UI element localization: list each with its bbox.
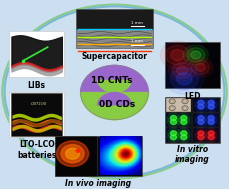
Text: 0D CDs: 0D CDs xyxy=(99,100,135,109)
Circle shape xyxy=(208,120,214,125)
Polygon shape xyxy=(81,65,148,93)
Circle shape xyxy=(208,131,214,136)
Circle shape xyxy=(195,63,205,71)
Circle shape xyxy=(195,128,207,138)
Bar xyxy=(55,136,97,176)
Bar xyxy=(166,113,191,127)
Text: In vivo imaging: In vivo imaging xyxy=(65,179,131,188)
Bar xyxy=(165,97,220,143)
Circle shape xyxy=(191,60,210,75)
Bar xyxy=(76,29,153,48)
Circle shape xyxy=(165,45,190,65)
Circle shape xyxy=(195,98,207,108)
Text: LTO-LCO
batteries: LTO-LCO batteries xyxy=(17,140,56,160)
Text: 1D CNTs: 1D CNTs xyxy=(91,76,133,85)
Circle shape xyxy=(177,66,188,75)
Text: In vitro
imaging: In vitro imaging xyxy=(175,145,210,164)
Circle shape xyxy=(165,63,204,94)
Circle shape xyxy=(177,117,190,127)
Circle shape xyxy=(172,63,192,78)
Circle shape xyxy=(171,50,184,60)
Circle shape xyxy=(167,117,180,127)
Circle shape xyxy=(170,100,174,103)
Circle shape xyxy=(187,48,205,62)
Text: 1 mm: 1 mm xyxy=(131,40,143,43)
Text: LED: LED xyxy=(184,92,201,101)
Circle shape xyxy=(170,120,177,125)
Circle shape xyxy=(177,73,192,85)
Circle shape xyxy=(167,132,180,142)
Bar xyxy=(55,136,142,176)
Circle shape xyxy=(205,113,218,123)
Circle shape xyxy=(205,128,218,138)
Circle shape xyxy=(188,57,213,77)
Circle shape xyxy=(208,100,214,105)
Circle shape xyxy=(66,148,79,159)
Circle shape xyxy=(191,51,201,59)
Circle shape xyxy=(183,100,187,103)
Bar xyxy=(166,128,191,142)
Circle shape xyxy=(170,135,177,140)
Polygon shape xyxy=(98,106,131,120)
Bar xyxy=(193,113,219,127)
Circle shape xyxy=(168,60,196,81)
Circle shape xyxy=(170,67,198,90)
Circle shape xyxy=(170,115,177,120)
Polygon shape xyxy=(98,65,131,79)
Circle shape xyxy=(205,132,218,142)
Circle shape xyxy=(177,113,190,123)
Circle shape xyxy=(57,141,89,167)
Circle shape xyxy=(195,102,207,112)
Circle shape xyxy=(170,107,174,110)
Circle shape xyxy=(181,131,187,136)
Circle shape xyxy=(160,41,195,69)
Bar xyxy=(9,92,64,137)
Circle shape xyxy=(208,135,214,140)
Text: LIBs: LIBs xyxy=(28,81,46,90)
Circle shape xyxy=(195,132,207,142)
Ellipse shape xyxy=(5,6,224,177)
Circle shape xyxy=(198,104,204,109)
Text: Supercapacitor: Supercapacitor xyxy=(82,52,147,61)
Circle shape xyxy=(183,107,187,110)
Circle shape xyxy=(198,135,204,140)
Circle shape xyxy=(181,115,187,120)
Circle shape xyxy=(167,113,180,123)
Polygon shape xyxy=(81,93,148,120)
Circle shape xyxy=(205,98,218,108)
Bar xyxy=(166,98,191,112)
Circle shape xyxy=(167,128,180,138)
Bar xyxy=(193,98,219,112)
Circle shape xyxy=(181,135,187,140)
Circle shape xyxy=(195,117,207,127)
Bar xyxy=(9,31,64,77)
Circle shape xyxy=(183,45,208,65)
Circle shape xyxy=(170,131,177,136)
Bar xyxy=(76,9,153,29)
Circle shape xyxy=(195,113,207,123)
Circle shape xyxy=(208,115,214,120)
Circle shape xyxy=(198,120,204,125)
Circle shape xyxy=(198,131,204,136)
Polygon shape xyxy=(98,79,131,93)
Circle shape xyxy=(208,104,214,109)
Circle shape xyxy=(198,115,204,120)
Circle shape xyxy=(205,102,218,112)
Text: CNT100: CNT100 xyxy=(31,102,48,106)
Polygon shape xyxy=(98,93,131,106)
Circle shape xyxy=(198,100,204,105)
Circle shape xyxy=(61,145,84,163)
Circle shape xyxy=(205,117,218,127)
Bar xyxy=(165,42,220,88)
Text: 1 mm: 1 mm xyxy=(131,21,143,25)
Circle shape xyxy=(177,128,190,138)
Bar xyxy=(193,128,219,142)
Circle shape xyxy=(76,149,80,152)
Bar xyxy=(11,93,62,136)
Circle shape xyxy=(177,132,190,142)
Circle shape xyxy=(181,120,187,125)
